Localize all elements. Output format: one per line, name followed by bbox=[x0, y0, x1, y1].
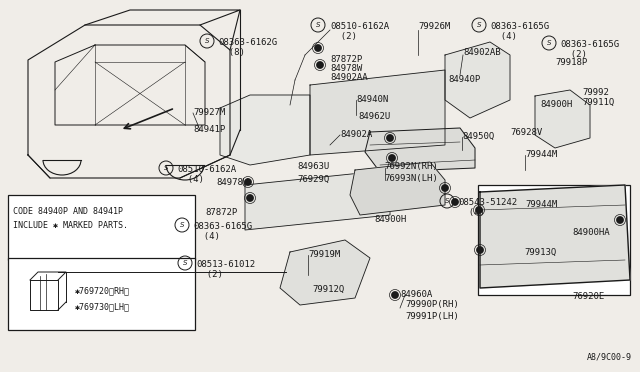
Bar bbox=[8, 258, 195, 330]
Text: 76929Q: 76929Q bbox=[297, 175, 329, 184]
Text: 79913Q: 79913Q bbox=[524, 248, 556, 257]
Text: 08363-6162G
  (8): 08363-6162G (8) bbox=[218, 38, 277, 57]
Text: 08510-6162A
  (2): 08510-6162A (2) bbox=[330, 22, 389, 41]
Text: 08543-51242
  (4): 08543-51242 (4) bbox=[458, 198, 517, 217]
Text: 84902AA: 84902AA bbox=[330, 73, 367, 82]
Text: S: S bbox=[183, 260, 188, 266]
Circle shape bbox=[314, 45, 321, 51]
Text: 79927M: 79927M bbox=[193, 108, 225, 117]
Circle shape bbox=[451, 199, 458, 205]
Text: 08363-6165G
  (4): 08363-6165G (4) bbox=[490, 22, 549, 41]
Text: 84962U: 84962U bbox=[358, 112, 390, 121]
Text: ✱769720〈RH〉: ✱769720〈RH〉 bbox=[75, 286, 130, 295]
Text: 84900HA: 84900HA bbox=[572, 228, 610, 237]
Text: 84960A: 84960A bbox=[400, 290, 432, 299]
Text: 84902A: 84902A bbox=[340, 130, 372, 139]
Text: 84978W: 84978W bbox=[330, 64, 362, 73]
Text: 76993N(LH): 76993N(LH) bbox=[384, 174, 438, 183]
Text: 87872P: 87872P bbox=[330, 55, 362, 64]
Text: 08510-6162A
  (4): 08510-6162A (4) bbox=[177, 165, 236, 185]
Text: 79918P: 79918P bbox=[555, 58, 588, 67]
Circle shape bbox=[392, 292, 399, 298]
Bar bbox=[478, 185, 630, 295]
Polygon shape bbox=[480, 185, 630, 288]
Text: S: S bbox=[205, 38, 209, 44]
Text: 79944M: 79944M bbox=[525, 200, 557, 209]
Text: 84941P: 84941P bbox=[193, 125, 225, 134]
Polygon shape bbox=[245, 170, 390, 230]
Text: S: S bbox=[477, 22, 481, 28]
Text: 84963U: 84963U bbox=[297, 162, 329, 171]
Text: 79912Q: 79912Q bbox=[312, 285, 344, 294]
Text: 08513-61012
  (2): 08513-61012 (2) bbox=[196, 260, 255, 279]
Bar bbox=[8, 195, 195, 260]
Text: S: S bbox=[316, 22, 320, 28]
Circle shape bbox=[244, 179, 252, 186]
Text: 84978W: 84978W bbox=[216, 178, 248, 187]
Text: 84940N: 84940N bbox=[356, 95, 388, 104]
Polygon shape bbox=[535, 90, 590, 148]
Text: 76920E: 76920E bbox=[572, 292, 604, 301]
Text: 87872P: 87872P bbox=[205, 208, 237, 217]
Text: 84902AB: 84902AB bbox=[463, 48, 500, 57]
Text: 76928V: 76928V bbox=[510, 128, 542, 137]
Text: 79919M: 79919M bbox=[308, 250, 340, 259]
Text: 76992N(RH): 76992N(RH) bbox=[384, 162, 438, 171]
Text: 79990P(RH): 79990P(RH) bbox=[405, 300, 459, 309]
Polygon shape bbox=[445, 42, 510, 118]
Text: 84900H: 84900H bbox=[374, 215, 406, 224]
Polygon shape bbox=[280, 240, 370, 305]
Polygon shape bbox=[365, 128, 475, 172]
Circle shape bbox=[387, 135, 394, 141]
Text: 79911Q: 79911Q bbox=[582, 98, 614, 107]
Polygon shape bbox=[220, 95, 310, 165]
Text: 79991P(LH): 79991P(LH) bbox=[405, 312, 459, 321]
Text: 79926M: 79926M bbox=[418, 22, 451, 31]
Text: 79992: 79992 bbox=[582, 88, 609, 97]
Text: 84900H: 84900H bbox=[540, 100, 572, 109]
Text: S: S bbox=[180, 222, 184, 228]
Text: A8/9C00-9: A8/9C00-9 bbox=[587, 353, 632, 362]
Circle shape bbox=[476, 206, 483, 214]
Text: ✱769730〈LH〉: ✱769730〈LH〉 bbox=[75, 302, 130, 311]
Circle shape bbox=[477, 247, 483, 253]
Text: S: S bbox=[547, 40, 551, 46]
Circle shape bbox=[246, 195, 253, 202]
Circle shape bbox=[442, 185, 449, 192]
Text: S: S bbox=[445, 198, 449, 204]
Circle shape bbox=[388, 154, 396, 161]
Polygon shape bbox=[350, 162, 445, 215]
Circle shape bbox=[317, 61, 323, 68]
Text: CODE 84940P AND 84941P: CODE 84940P AND 84941P bbox=[13, 207, 123, 216]
Text: 08363-6165G
  (2): 08363-6165G (2) bbox=[560, 40, 619, 60]
Text: 84950Q: 84950Q bbox=[462, 132, 494, 141]
Circle shape bbox=[616, 217, 623, 224]
Text: INCLUDE ✱ MARKED PARTS.: INCLUDE ✱ MARKED PARTS. bbox=[13, 221, 128, 230]
Text: 84940P: 84940P bbox=[448, 75, 480, 84]
Text: 79944M: 79944M bbox=[525, 150, 557, 159]
Polygon shape bbox=[310, 70, 445, 155]
Text: S: S bbox=[164, 165, 168, 171]
Text: 08363-6165G
  (4): 08363-6165G (4) bbox=[193, 222, 252, 241]
